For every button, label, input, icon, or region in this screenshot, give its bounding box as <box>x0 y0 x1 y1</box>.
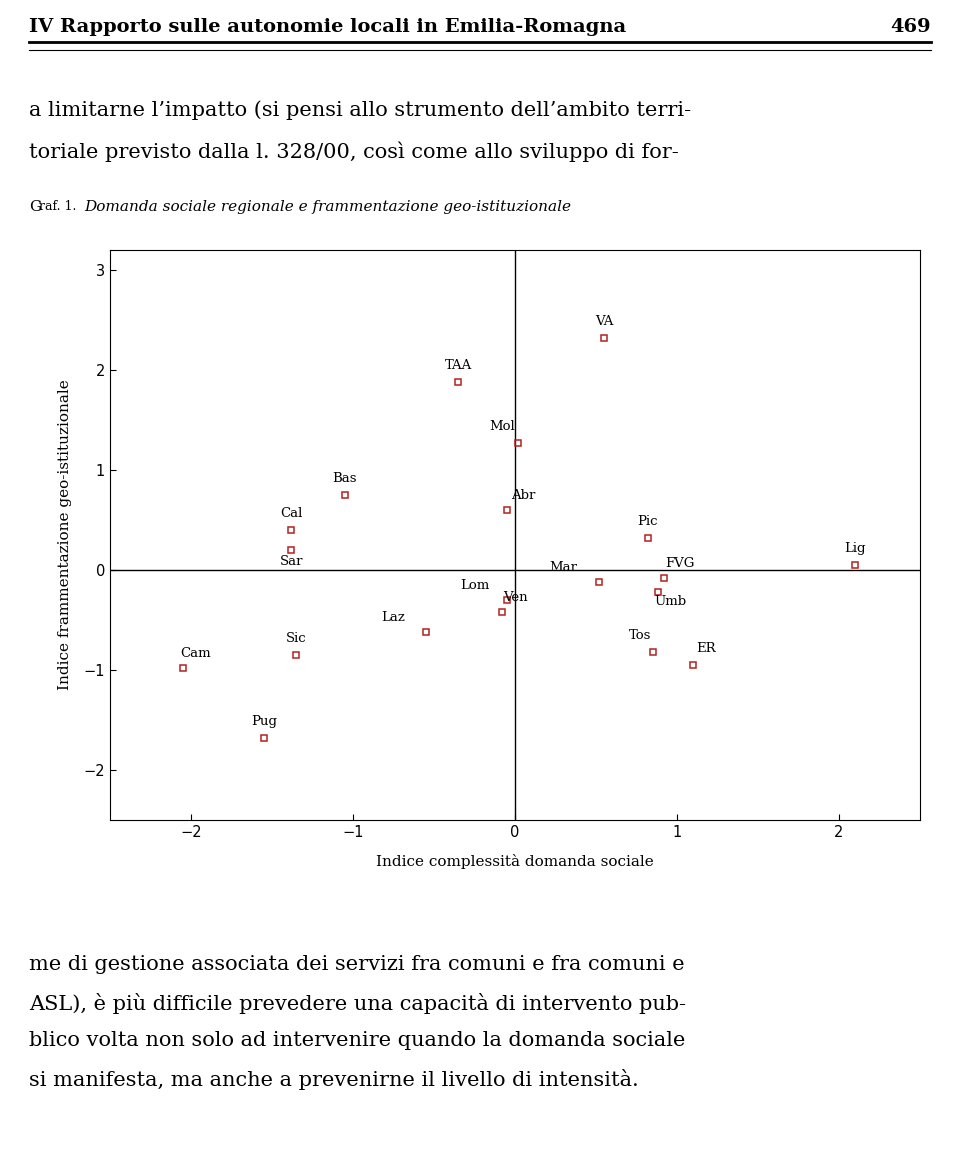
Text: blico volta non solo ad intervenire quando la domanda sociale: blico volta non solo ad intervenire quan… <box>29 1031 685 1050</box>
Text: Lom: Lom <box>460 579 490 592</box>
Text: raf. 1.: raf. 1. <box>38 200 81 213</box>
Text: Sic: Sic <box>286 632 306 645</box>
Text: me di gestione associata dei servizi fra comuni e fra comuni e: me di gestione associata dei servizi fra… <box>29 955 684 974</box>
Text: Cam: Cam <box>180 646 211 660</box>
Text: Bas: Bas <box>333 472 357 485</box>
Text: Mol: Mol <box>490 420 515 433</box>
Text: Cal: Cal <box>280 507 302 520</box>
Text: Laz: Laz <box>381 611 405 624</box>
Text: 469: 469 <box>891 18 931 36</box>
Text: G: G <box>29 200 41 214</box>
Text: Pic: Pic <box>637 516 659 528</box>
Text: Tos: Tos <box>629 629 651 642</box>
Text: IV Rapporto sulle autonomie locali in Emilia-Romagna: IV Rapporto sulle autonomie locali in Em… <box>29 18 626 36</box>
Y-axis label: Indice frammentazione geo-istituzionale: Indice frammentazione geo-istituzionale <box>59 380 72 691</box>
Text: Mar: Mar <box>549 561 578 574</box>
Text: Pug: Pug <box>251 715 276 728</box>
Text: FVG: FVG <box>665 556 695 570</box>
Text: Domanda sociale regionale e frammentazione geo-istituzionale: Domanda sociale regionale e frammentazio… <box>84 200 571 214</box>
Text: toriale previsto dalla l. 328/00, così come allo sviluppo di for-: toriale previsto dalla l. 328/00, così c… <box>29 141 679 162</box>
Text: Ven: Ven <box>503 592 527 604</box>
Text: Umb: Umb <box>655 595 686 608</box>
Text: a limitarne l’impatto (si pensi allo strumento dell’ambito terri-: a limitarne l’impatto (si pensi allo str… <box>29 101 691 119</box>
X-axis label: Indice complessità domanda sociale: Indice complessità domanda sociale <box>376 853 654 869</box>
Text: VA: VA <box>595 314 613 328</box>
Text: Sar: Sar <box>279 555 303 568</box>
Text: ASL), è più difficile prevedere una capacità di intervento pub-: ASL), è più difficile prevedere una capa… <box>29 992 685 1014</box>
Text: si manifesta, ma anche a prevenirne il livello di intensità.: si manifesta, ma anche a prevenirne il l… <box>29 1068 638 1090</box>
Text: ER: ER <box>696 642 716 655</box>
Text: Lig: Lig <box>845 542 866 555</box>
Text: Abr: Abr <box>511 489 536 502</box>
Text: TAA: TAA <box>444 359 472 372</box>
